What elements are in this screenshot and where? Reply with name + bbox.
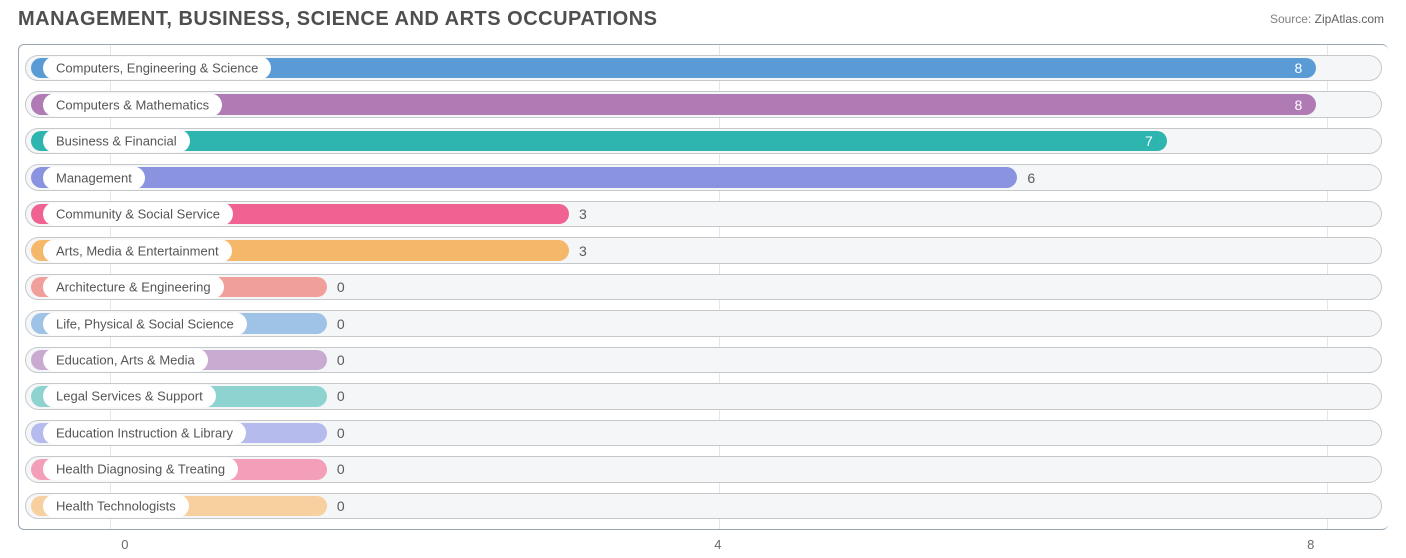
bar-row: 8 Computers & Mathematics: [19, 89, 1388, 119]
bar-row: 0 Education Instruction & Library: [19, 418, 1388, 448]
category-label: Arts, Media & Entertainment: [43, 239, 232, 262]
category-label: Legal Services & Support: [43, 385, 216, 408]
value-label: 8: [1294, 97, 1302, 113]
value-label: 0: [337, 425, 345, 441]
bar-wrap: 0: [31, 386, 1376, 406]
category-label: Health Technologists: [43, 494, 189, 517]
bar-row: 0 Health Diagnosing & Treating: [19, 454, 1388, 484]
value-label: 3: [579, 206, 587, 222]
bar: [31, 131, 1167, 151]
bar-row: 0 Health Technologists: [19, 491, 1388, 521]
value-label: 0: [337, 461, 345, 477]
category-label: Architecture & Engineering: [43, 276, 224, 299]
category-label: Computers, Engineering & Science: [43, 57, 271, 80]
source-value: ZipAtlas.com: [1315, 12, 1384, 26]
category-label: Computers & Mathematics: [43, 93, 222, 116]
category-label: Health Diagnosing & Treating: [43, 458, 238, 481]
bar-row: 0 Life, Physical & Social Science: [19, 308, 1388, 338]
value-label: 7: [1145, 133, 1153, 149]
bar-row: 3 Arts, Media & Entertainment: [19, 235, 1388, 265]
value-label: 8: [1294, 60, 1302, 76]
plot-area: 8 Computers, Engineering & Science 8 Comput…: [18, 44, 1388, 530]
bar-wrap: 6: [31, 167, 1376, 187]
category-label: Life, Physical & Social Science: [43, 312, 247, 335]
bar-row: 0 Education, Arts & Media: [19, 345, 1388, 375]
bar-wrap: 3: [31, 240, 1376, 260]
occupations-bar-chart: MANAGEMENT, BUSINESS, SCIENCE AND ARTS O…: [0, 0, 1406, 558]
value-label: 0: [337, 279, 345, 295]
bar-row: 0 Architecture & Engineering: [19, 272, 1388, 302]
bar: [31, 167, 1017, 187]
x-tick-label: 8: [1307, 537, 1314, 552]
x-tick-label: 4: [714, 537, 721, 552]
bar-wrap: 0: [31, 277, 1376, 297]
category-label: Management: [43, 166, 145, 189]
value-label: 0: [337, 388, 345, 404]
value-label: 6: [1027, 170, 1035, 186]
chart-source: Source: ZipAtlas.com: [1270, 12, 1384, 26]
chart-title: MANAGEMENT, BUSINESS, SCIENCE AND ARTS O…: [18, 8, 657, 31]
bar-wrap: 8: [31, 94, 1376, 114]
bar-wrap: 0: [31, 496, 1376, 516]
category-label: Business & Financial: [43, 130, 190, 153]
category-label: Education Instruction & Library: [43, 421, 246, 444]
value-label: 0: [337, 498, 345, 514]
bar-wrap: 7: [31, 131, 1376, 151]
x-axis: 0 4 8: [36, 534, 1370, 552]
bar-row: 0 Legal Services & Support: [19, 381, 1388, 411]
bar-row: 8 Computers, Engineering & Science: [19, 53, 1388, 83]
bar-rows: 8 Computers, Engineering & Science 8 Comput…: [19, 51, 1388, 523]
x-tick-label: 0: [121, 537, 128, 552]
bar-row: 6 Management: [19, 162, 1388, 192]
category-label: Community & Social Service: [43, 203, 233, 226]
bar-row: 3 Community & Social Service: [19, 199, 1388, 229]
bar-wrap: 0: [31, 350, 1376, 370]
bar-row: 7 Business & Financial: [19, 126, 1388, 156]
value-label: 3: [579, 243, 587, 259]
category-label: Education, Arts & Media: [43, 348, 208, 371]
bar: [31, 94, 1316, 114]
value-label: 0: [337, 352, 345, 368]
source-label: Source:: [1270, 12, 1311, 26]
value-label: 0: [337, 316, 345, 332]
